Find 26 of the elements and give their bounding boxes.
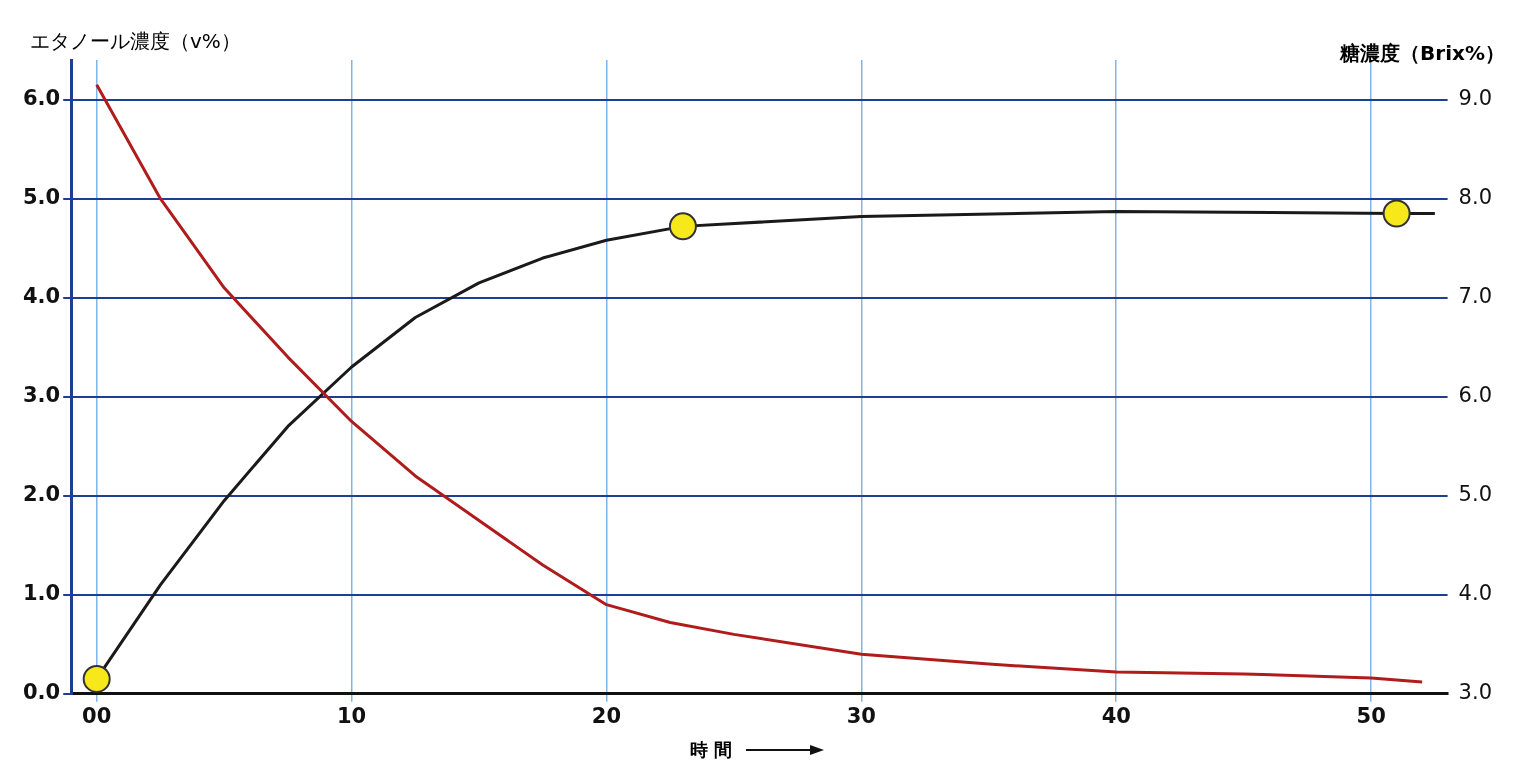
y2-tick-label: 8.0 xyxy=(1458,185,1493,210)
y2-tick-label: 4.0 xyxy=(1458,581,1493,606)
y-tick-label: 4.0 xyxy=(23,284,61,309)
y-tick-label: 1.0 xyxy=(23,581,61,606)
x-tick-label: 20 xyxy=(591,703,622,728)
x-tick-label: 40 xyxy=(1101,703,1131,728)
y-axis-title: エタノール濃度（v%） xyxy=(30,28,241,55)
y-tick-label: 6.0 xyxy=(23,86,61,111)
y-tick-label: 0.0 xyxy=(23,680,61,705)
y-tick-label: 2.0 xyxy=(23,482,61,507)
x-tick-label: 30 xyxy=(846,703,876,728)
point xyxy=(82,664,111,693)
y2-tick-label: 3.0 xyxy=(1458,680,1493,705)
point xyxy=(668,212,697,241)
y-tick-label: 3.0 xyxy=(23,383,61,408)
y-tick-label: 5.0 xyxy=(23,185,61,210)
y2-tick-label: 6.0 xyxy=(1458,383,1493,408)
x-axis-title: 時 間 xyxy=(690,738,733,762)
y2-tick-label: 5.0 xyxy=(1458,482,1493,507)
point xyxy=(1382,199,1411,228)
x-tick-label: 50 xyxy=(1356,703,1386,728)
x-tick-label: 10 xyxy=(336,703,367,728)
x-tick-label: 00 xyxy=(82,703,112,728)
y2-tick-label: 9.0 xyxy=(1458,86,1493,111)
y2-axis-title: 糖濃度（Brix%） xyxy=(1340,40,1505,67)
y2-tick-label: 7.0 xyxy=(1458,284,1493,309)
